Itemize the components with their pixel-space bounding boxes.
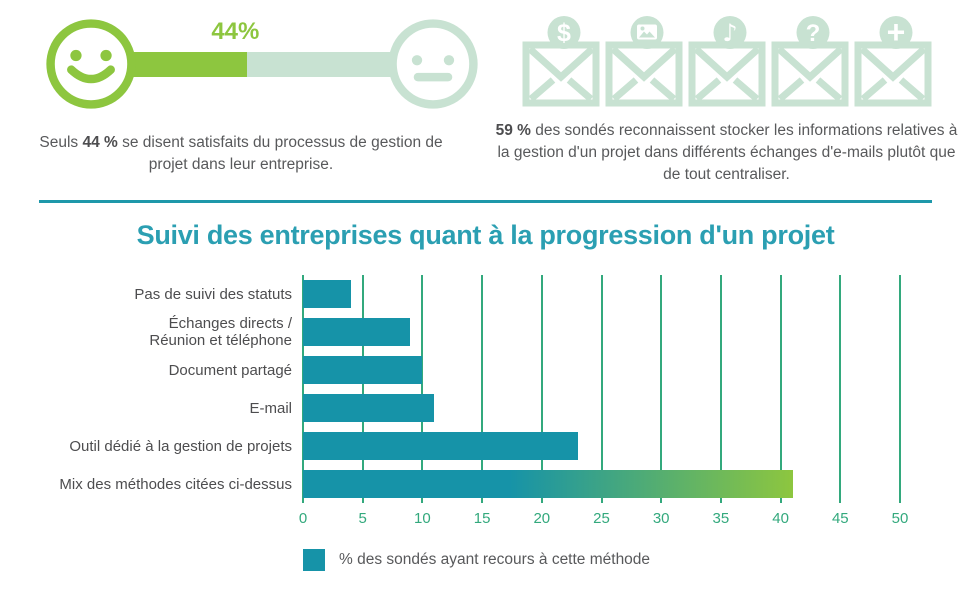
chart-gridlines <box>302 275 901 503</box>
gauge-track: 44% <box>118 18 412 77</box>
caption-suffix: des sondés reconnaissent stocker les inf… <box>497 122 958 183</box>
caption-suffix: se disent satisfaits du processus de ges… <box>117 134 443 173</box>
x-tick-label: 50 <box>891 510 909 527</box>
chart-category-label: Pas de suivi des statuts <box>134 285 292 303</box>
gridline <box>540 275 543 503</box>
x-tick-label: 30 <box>652 510 670 527</box>
bar <box>303 432 578 460</box>
bar <box>303 280 351 308</box>
image-icon <box>636 24 657 40</box>
bar-row <box>303 389 900 427</box>
bar-row <box>303 427 900 465</box>
dollar-icon: $ <box>557 19 571 47</box>
satisfaction-caption: Seuls 44 % se disent satisfaits du proce… <box>31 132 451 176</box>
x-axis: 0 5 10 15 20 25 30 35 40 45 50 <box>299 510 909 534</box>
chart-category-label: Mix des méthodes citées ci-dessus <box>59 475 292 493</box>
gridline <box>302 275 304 503</box>
bar <box>303 318 411 346</box>
chart-category-label: Outil dédié à la gestion de projets <box>69 437 292 455</box>
chart-category-label: E-mail <box>249 399 292 417</box>
envelope-icons-row: $ ♪ <box>482 15 971 107</box>
gridline <box>899 275 901 503</box>
caption-bold-percent: 44 % <box>82 134 118 151</box>
gridline <box>839 275 842 503</box>
bar <box>303 394 435 422</box>
chart-category-labels: Pas de suivi des statuts Échanges directs… <box>14 275 303 503</box>
x-tick-label: 25 <box>593 510 610 527</box>
bar <box>303 356 423 384</box>
x-tick-label: 5 <box>358 510 367 527</box>
bar-row <box>303 351 900 389</box>
caption-prefix: Seuls <box>39 134 83 151</box>
gauge-percent-label: 44% <box>211 18 260 45</box>
envelope-plus-icon: + <box>854 15 931 107</box>
gridline <box>719 275 722 503</box>
bar-row <box>303 465 900 503</box>
x-tick-label: 20 <box>533 510 551 527</box>
envelope-music-icon: ♪ <box>688 16 765 107</box>
happy-face-icon <box>46 19 136 109</box>
gridline <box>660 275 663 503</box>
chart-title: Suivi des entreprises quant à la progres… <box>136 220 835 250</box>
neutral-face-icon <box>388 19 478 109</box>
caption-bold-percent: 59 % <box>495 122 531 139</box>
emails-stat: $ ♪ <box>482 14 971 186</box>
x-tick-label: 35 <box>712 510 730 527</box>
bar <box>303 470 793 498</box>
section-divider <box>39 200 932 203</box>
chart-category-label: Document partagé <box>168 361 292 379</box>
legend-label: % des sondés ayant recours à cette métho… <box>339 551 651 568</box>
gridline <box>361 275 364 503</box>
x-tick-label: 40 <box>772 510 789 527</box>
top-stats-section: 44% Seuls 44 % se disent satisfaits du p… <box>0 0 971 186</box>
emails-caption: 59 % des sondés reconnaissent stocker le… <box>494 120 959 186</box>
envelope-image-icon <box>605 16 682 107</box>
bar-chart: Pas de suivi des statuts Échanges directs… <box>14 275 909 571</box>
x-tick-label: 45 <box>831 510 849 527</box>
gridline <box>600 275 603 503</box>
bar-row <box>303 313 900 351</box>
plus-icon: + <box>886 15 905 50</box>
music-icon: ♪ <box>722 19 737 47</box>
gridline <box>421 275 424 503</box>
envelope-question-icon: ? <box>771 16 848 107</box>
chart-bars <box>303 275 900 503</box>
x-tick-label: 0 <box>298 510 308 527</box>
x-tick-label: 10 <box>414 510 431 527</box>
chart-legend: % des sondés ayant recours à cette métho… <box>303 549 900 571</box>
chart-category-label: Échanges directs / Réunion et téléphone <box>149 315 292 349</box>
chart-plot-area <box>302 275 901 503</box>
x-tick-label: 15 <box>473 510 491 527</box>
satisfaction-gauge: 44% <box>44 14 480 114</box>
gridline <box>481 275 484 503</box>
gridline <box>779 275 782 503</box>
gauge-fill <box>118 52 248 77</box>
bar-row <box>303 275 900 313</box>
satisfaction-stat: 44% Seuls 44 % se disent satisfaits du p… <box>0 14 482 186</box>
envelope-dollar-icon: $ <box>522 16 599 107</box>
question-icon: ? <box>805 20 820 47</box>
legend-swatch <box>303 549 325 571</box>
